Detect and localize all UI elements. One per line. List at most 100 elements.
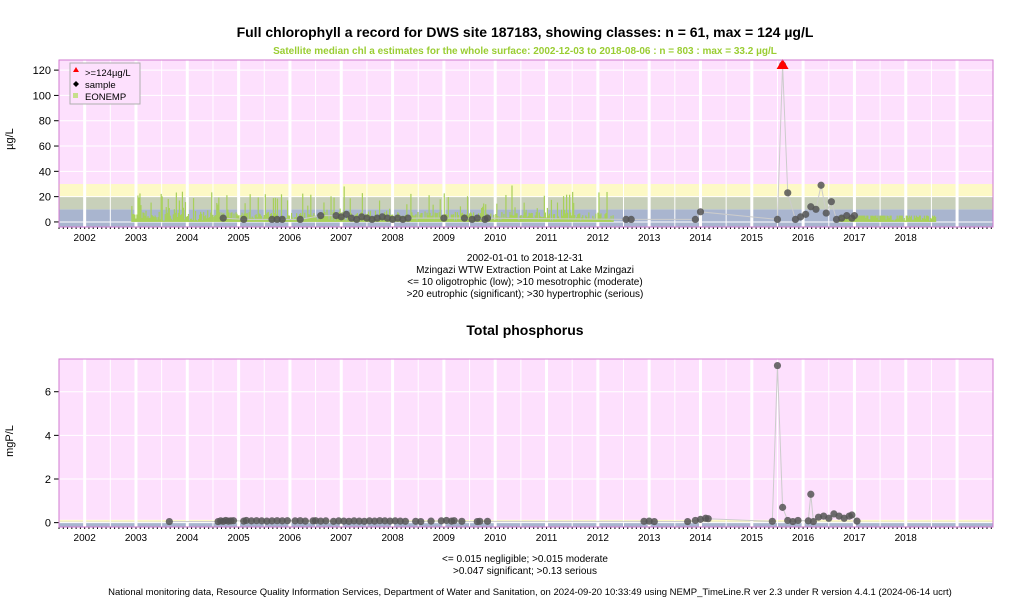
x-tick-label: 2016: [792, 533, 815, 544]
sample-point: [345, 517, 353, 525]
sample-point: [317, 212, 325, 220]
x-tick-label: 2012: [587, 533, 610, 544]
x-tick-label: 2018: [895, 533, 918, 544]
sample-point: [437, 517, 445, 525]
chart1-xlabel-2: Mzingazi WTW Extraction Point at Lake Mz…: [416, 265, 634, 276]
sample-point: [645, 517, 653, 525]
sample-point: [812, 205, 820, 213]
sample-point: [778, 503, 787, 511]
sample-point: [329, 517, 338, 525]
x-tick-label: 2010: [484, 233, 507, 244]
legend-label: >=124µg/L: [85, 68, 131, 79]
sample-point: [650, 517, 658, 526]
sample-point: [458, 517, 466, 525]
phosphorus-chart: 0 2 4 6 2002 2003 2004 2005 2006 2007 2008 2009 2010…: [45, 358, 994, 544]
sample-point: [376, 517, 384, 525]
sample-point: [263, 517, 271, 525]
sample-point: [296, 215, 304, 224]
y-tick-label: 0: [45, 217, 51, 229]
sample-point: [809, 517, 817, 526]
sample-point: [360, 517, 368, 525]
sample-point: [817, 181, 825, 189]
chart1-subtitle: Satellite median chl a estimates for the…: [273, 46, 777, 57]
sample-point: [229, 517, 238, 525]
sample-point: [258, 517, 266, 525]
sample-point: [268, 517, 276, 525]
chart2-xlabel-2: >0.047 significant; >0.13 serious: [453, 566, 597, 577]
sample-point: [242, 516, 250, 525]
class-band-1: [59, 521, 993, 523]
x-tick-label: 2014: [689, 533, 712, 544]
footer-credit: National monitoring data, Resource Quali…: [108, 587, 952, 598]
chart2-title: Total phosphorus: [466, 322, 584, 338]
class-band-3: [59, 60, 993, 184]
sample-point: [848, 511, 856, 519]
class-band-0: [59, 522, 993, 527]
sample-point: [391, 517, 399, 525]
sample-point: [273, 215, 281, 224]
sample-point: [381, 517, 389, 525]
y-tick-label: 6: [45, 387, 51, 399]
sample-point: [473, 214, 481, 222]
y-tick-label: 0: [45, 518, 51, 530]
sample-point: [311, 517, 320, 525]
sample-point: [807, 490, 815, 498]
x-tick-label: 2007: [330, 233, 353, 244]
plot-frame: [58, 358, 994, 528]
sample-point: [165, 517, 173, 526]
x-tick-label: 2016: [792, 233, 815, 244]
legend-triangle-icon: [73, 67, 79, 72]
x-tick-label: 2007: [330, 533, 353, 544]
x-tick-label: 2005: [227, 533, 250, 544]
sample-point: [342, 210, 350, 218]
y-tick-label: 100: [33, 90, 51, 102]
y-tick-label: 80: [39, 116, 51, 128]
sample-point: [365, 517, 374, 525]
sample-point: [404, 214, 412, 222]
sample-point: [483, 517, 492, 525]
class-band-3: [59, 359, 993, 520]
x-tick-label: 2014: [689, 233, 712, 244]
y-tick-label: 4: [45, 430, 51, 442]
sample-point: [401, 517, 410, 525]
sample-point: [322, 517, 330, 525]
sample-point: [396, 517, 404, 525]
sample-point: [240, 215, 248, 224]
y-tick-label: 40: [39, 166, 51, 178]
x-tick-label: 2018: [895, 233, 918, 244]
x-tick-label: 2002: [74, 533, 97, 544]
class-band-2: [59, 183, 993, 197]
sample-point: [853, 517, 861, 525]
sample-point: [696, 208, 705, 216]
sample-point: [283, 517, 291, 525]
sample-point: [802, 210, 810, 218]
x-tick-label: 2015: [741, 233, 764, 244]
class-band-1: [59, 196, 993, 210]
y-tick-label: 20: [39, 192, 51, 204]
sample-point: [850, 212, 859, 220]
y-tick-label: 120: [33, 65, 51, 77]
legend-diamond-icon: [73, 81, 79, 87]
sample-point: [768, 517, 776, 525]
chart2-ylabel: mgP/L: [4, 425, 16, 457]
sample-point: [350, 517, 358, 525]
x-tick-label: 2017: [843, 533, 866, 544]
x-tick-label: 2013: [638, 233, 661, 244]
x-tick-label: 2013: [638, 533, 661, 544]
x-tick-label: 2009: [433, 233, 456, 244]
chart1-xlabel-3: <= 10 oligotrophic (low); >10 mesotrophi…: [407, 277, 643, 288]
y-tick-label: 2: [45, 474, 51, 486]
sample-point: [371, 517, 379, 525]
sample-point: [704, 515, 712, 523]
sample-point: [684, 517, 692, 526]
sample-point: [794, 516, 802, 525]
chart1-xlabel-4: >20 eutrophic (significant); >30 hypertr…: [406, 289, 644, 300]
sample-point: [427, 517, 435, 525]
sample-point: [296, 517, 304, 525]
sample-point: [412, 517, 420, 525]
sample-point: [417, 517, 425, 526]
sample-point: [268, 215, 276, 224]
sample-point: [691, 215, 699, 224]
sample-point: [335, 517, 343, 525]
